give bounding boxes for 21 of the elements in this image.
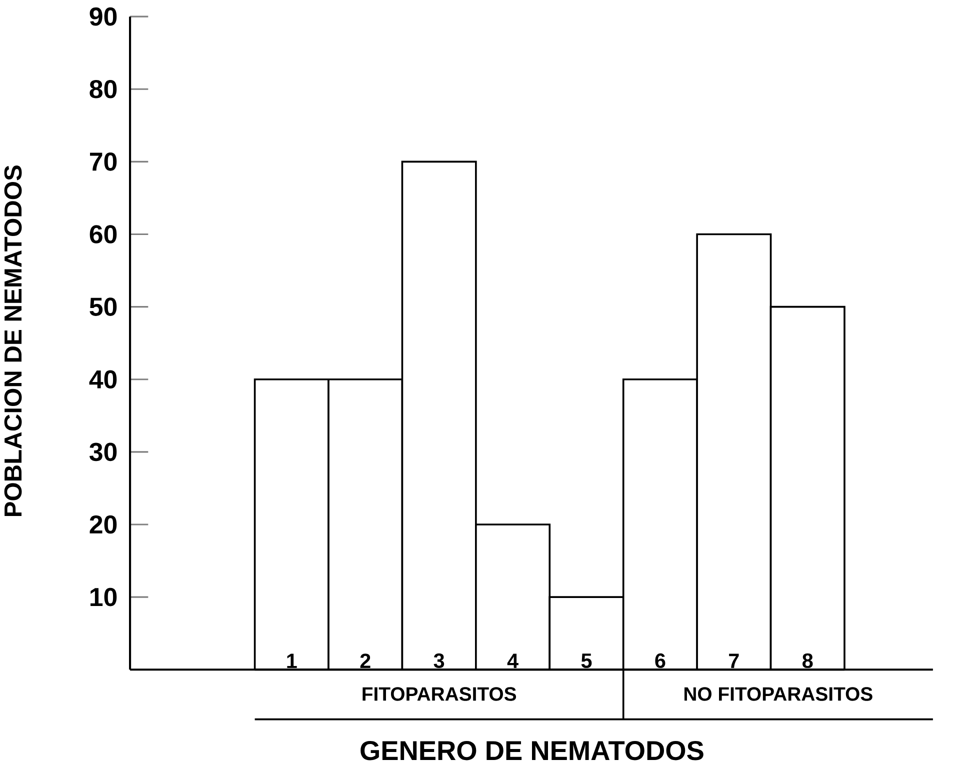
- text: NO FITOPARASITOS: [684, 687, 872, 701]
- y-tick-label: 30: [89, 442, 117, 462]
- x-tick-label: 7: [729, 654, 739, 668]
- x-tick-label: 3: [434, 653, 444, 668]
- y-tick-label: 90: [90, 8, 117, 26]
- x-tick-label: 4: [507, 654, 518, 668]
- y-tick-label: 80: [90, 80, 117, 98]
- y-tick-label: 40: [89, 370, 117, 389]
- x-tick-label: 1: [287, 654, 297, 668]
- y-tick-label: 20: [90, 515, 117, 534]
- x-tick-label: 2: [360, 654, 370, 668]
- y-tick-label: 60: [90, 225, 117, 244]
- y-tick-label: 10: [90, 588, 117, 606]
- x-tick-label: 6: [655, 654, 666, 668]
- y-tick-label: 50: [90, 298, 117, 316]
- x-tick-label: 8: [802, 654, 813, 668]
- x-axis-title: GENERO DE NEMATODOS: [360, 741, 704, 760]
- y-tick-label: 70: [90, 152, 117, 171]
- text: FITOPARASITOS: [362, 687, 516, 701]
- x-tick-label: 5: [581, 654, 592, 668]
- y-axis-title: POBLACION DE NEMATODOS: [4, 166, 22, 516]
